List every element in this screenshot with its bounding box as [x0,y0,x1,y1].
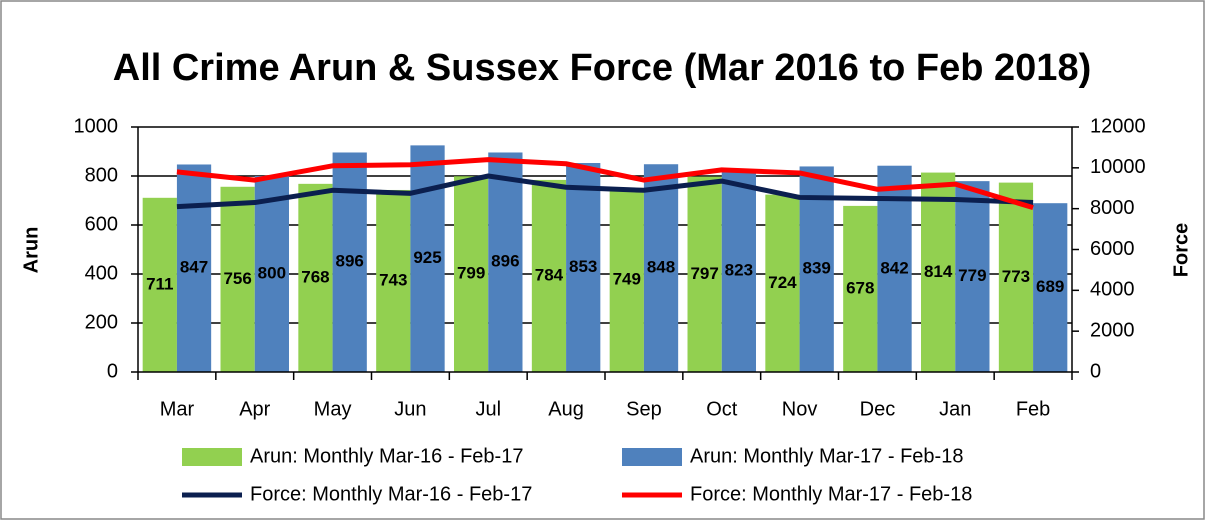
y2-tick-label: 2000 [1090,319,1135,341]
bar [998,182,1034,372]
data-label: 689 [1036,277,1064,296]
y2-tick-label: 12000 [1090,115,1146,137]
bar [410,145,445,372]
bar [531,179,567,372]
legend-label: Force: Monthly Mar-17 - Feb-18 [690,483,972,505]
data-label: 784 [535,265,564,284]
bar [454,176,489,372]
x-tick-label: Jan [939,398,971,420]
bar [488,152,523,372]
y-tick-label: 800 [85,164,118,186]
y-axis-title: Arun [20,227,42,274]
legend-label: Arun: Monthly Mar-17 - Feb-18 [690,445,963,467]
legend-label: Arun: Monthly Mar-16 - Feb-17 [250,445,523,467]
bar [799,166,834,372]
legend-swatch [182,448,242,466]
y-tick-label: 600 [85,213,118,235]
legend-label: Force: Monthly Mar-16 - Feb-17 [250,483,532,505]
bar [142,197,177,372]
x-tick-label: Dec [860,398,896,420]
x-tick-label: Feb [1016,398,1050,420]
line-series [176,157,1034,211]
x-tick-label: Mar [160,398,195,420]
data-label: 724 [768,273,797,292]
bar [220,186,255,372]
y2-tick-label: 6000 [1090,238,1135,260]
bar [376,189,411,372]
data-label: 925 [413,248,441,267]
y-tick-label: 400 [85,262,118,284]
bar [955,181,990,372]
data-label: 773 [1002,267,1030,286]
x-tick-label: Aug [548,398,584,420]
y2-tick-label: 4000 [1090,279,1135,301]
y-tick-label: 0 [107,360,118,382]
data-label: 853 [569,257,597,276]
x-tick-label: Oct [706,398,738,420]
data-label: 814 [924,262,953,281]
data-label: 779 [958,266,986,285]
data-label: 842 [880,258,908,277]
x-tick-label: May [314,398,352,420]
y-tick-label: 200 [85,311,118,333]
data-label: 678 [846,278,874,297]
data-label: 799 [457,264,485,283]
data-label: 896 [491,252,519,271]
chart-title: All Crime Arun & Sussex Force (Mar 2016 … [113,47,1091,89]
bar [721,170,756,372]
bar [298,183,333,372]
bar [566,163,601,372]
x-tick-label: Apr [239,398,270,420]
bar [176,164,212,372]
bar [843,205,878,372]
bar [687,176,722,372]
data-label: 800 [258,263,286,282]
y2-tick-label: 0 [1090,360,1101,382]
data-label: 768 [301,267,329,286]
data-label: 848 [647,258,675,277]
legend-swatch [622,448,682,466]
data-label: 896 [336,252,364,271]
data-label: 756 [223,269,251,288]
bar [254,176,289,372]
data-label: 839 [803,259,831,278]
data-label: 847 [180,258,208,277]
y2-tick-label: 8000 [1090,197,1135,219]
x-tick-label: Sep [626,398,662,420]
data-label: 823 [725,261,753,280]
x-tick-label: Jul [475,398,501,420]
x-tick-label: Jun [394,398,426,420]
bar [765,194,800,372]
data-label: 743 [379,270,407,289]
bar [609,188,644,372]
data-label: 749 [613,270,641,289]
line-series [176,173,1034,210]
data-label: 711 [146,274,173,293]
y2-tick-label: 10000 [1090,156,1146,178]
bar [643,164,679,372]
bar [921,172,956,372]
y2-axis-title: Force [1170,223,1192,277]
y-tick-label: 1000 [74,115,119,137]
x-tick-label: Nov [782,398,818,420]
bar [1033,203,1068,372]
data-label: 797 [690,264,718,283]
